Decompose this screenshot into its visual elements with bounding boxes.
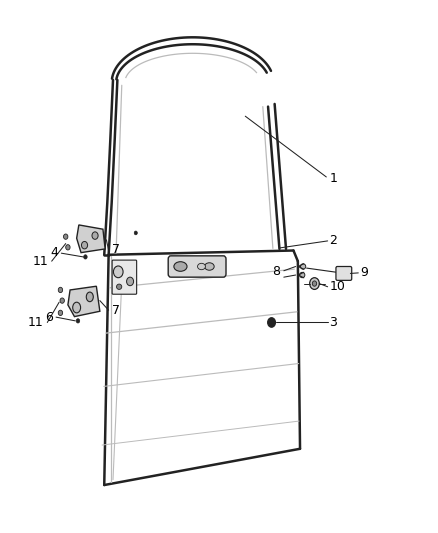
Ellipse shape — [205, 263, 214, 270]
Text: 2: 2 — [329, 235, 337, 247]
Ellipse shape — [310, 278, 319, 289]
Text: 4: 4 — [50, 246, 58, 259]
Ellipse shape — [66, 245, 70, 250]
Ellipse shape — [198, 263, 205, 270]
Text: 7: 7 — [112, 243, 120, 256]
Ellipse shape — [92, 232, 98, 239]
Ellipse shape — [76, 319, 80, 323]
Text: 11: 11 — [28, 316, 44, 329]
Text: 9: 9 — [360, 266, 368, 279]
FancyBboxPatch shape — [336, 266, 352, 280]
Ellipse shape — [117, 284, 122, 289]
Ellipse shape — [64, 234, 68, 239]
Text: 1: 1 — [329, 172, 337, 185]
Ellipse shape — [73, 302, 81, 313]
Ellipse shape — [300, 264, 306, 269]
Ellipse shape — [84, 255, 87, 259]
Ellipse shape — [174, 262, 187, 271]
FancyBboxPatch shape — [168, 256, 226, 277]
Text: 8: 8 — [272, 265, 280, 278]
Text: 7: 7 — [112, 304, 120, 317]
Ellipse shape — [86, 292, 93, 302]
Text: 3: 3 — [329, 316, 337, 329]
Polygon shape — [68, 286, 100, 317]
Ellipse shape — [113, 266, 123, 278]
Ellipse shape — [268, 318, 276, 327]
Text: 10: 10 — [329, 280, 345, 293]
Text: 6: 6 — [45, 311, 53, 324]
Ellipse shape — [134, 231, 137, 235]
Ellipse shape — [60, 298, 64, 303]
Ellipse shape — [312, 281, 317, 286]
Ellipse shape — [81, 241, 88, 249]
Ellipse shape — [300, 272, 305, 278]
Text: 11: 11 — [32, 255, 48, 268]
FancyBboxPatch shape — [112, 260, 137, 294]
Ellipse shape — [58, 310, 63, 316]
Ellipse shape — [127, 277, 134, 286]
Polygon shape — [77, 225, 105, 253]
Ellipse shape — [58, 287, 63, 293]
